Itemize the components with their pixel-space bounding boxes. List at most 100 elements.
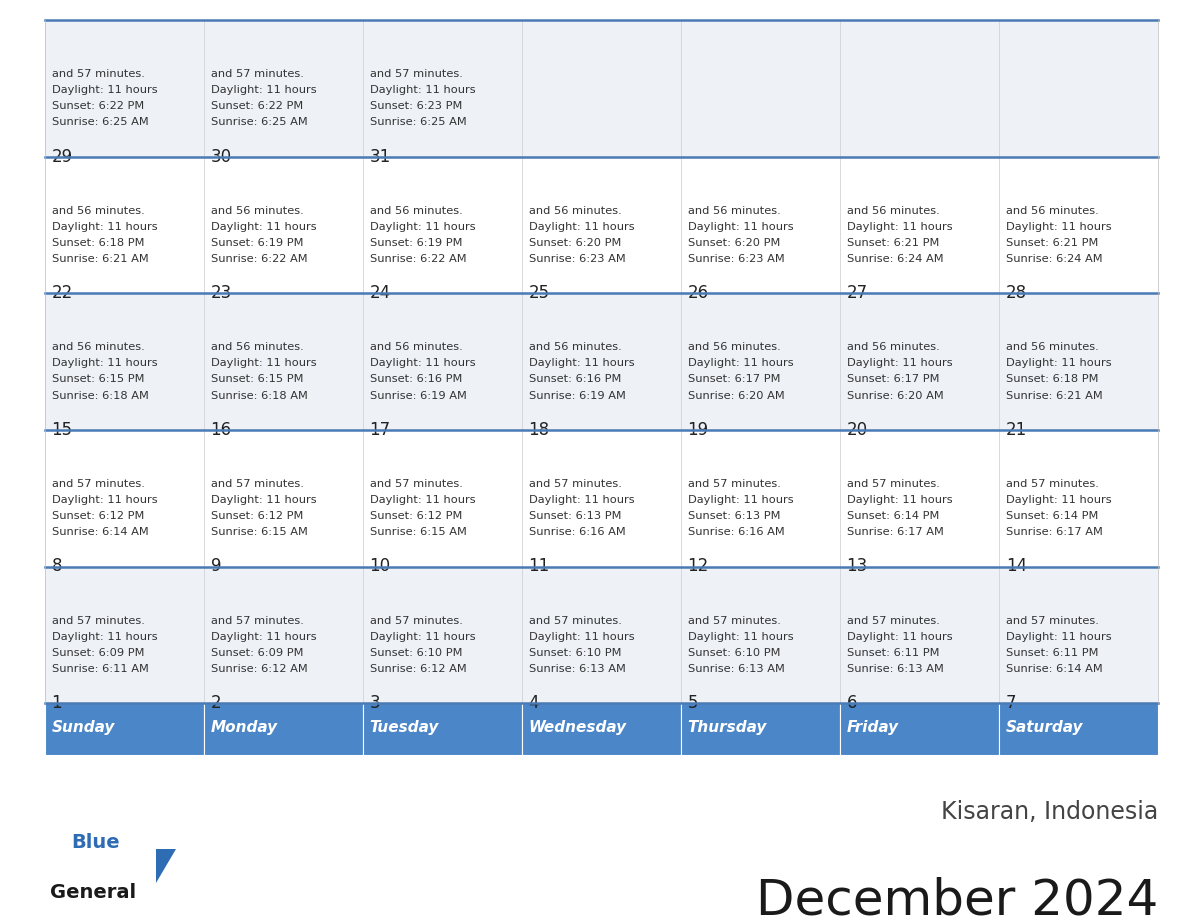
FancyBboxPatch shape bbox=[364, 294, 523, 430]
FancyBboxPatch shape bbox=[681, 157, 840, 294]
Text: and 57 minutes.: and 57 minutes. bbox=[688, 479, 781, 489]
Text: Tuesday: Tuesday bbox=[369, 720, 438, 734]
Text: Daylight: 11 hours: Daylight: 11 hours bbox=[847, 358, 953, 368]
Text: Sunday: Sunday bbox=[51, 720, 115, 734]
Text: Sunset: 6:17 PM: Sunset: 6:17 PM bbox=[847, 375, 940, 385]
Text: 22: 22 bbox=[51, 285, 72, 302]
Text: Sunset: 6:23 PM: Sunset: 6:23 PM bbox=[369, 101, 462, 111]
Text: and 57 minutes.: and 57 minutes. bbox=[369, 69, 462, 79]
Text: Sunset: 6:20 PM: Sunset: 6:20 PM bbox=[529, 238, 621, 248]
Text: Daylight: 11 hours: Daylight: 11 hours bbox=[369, 85, 475, 95]
Text: Daylight: 11 hours: Daylight: 11 hours bbox=[51, 358, 157, 368]
Text: Sunset: 6:09 PM: Sunset: 6:09 PM bbox=[210, 647, 303, 657]
FancyBboxPatch shape bbox=[45, 566, 204, 703]
Text: Sunset: 6:13 PM: Sunset: 6:13 PM bbox=[688, 511, 781, 521]
Text: Sunset: 6:20 PM: Sunset: 6:20 PM bbox=[688, 238, 781, 248]
FancyBboxPatch shape bbox=[681, 703, 840, 755]
Text: Sunrise: 6:13 AM: Sunrise: 6:13 AM bbox=[847, 664, 943, 674]
Text: 3: 3 bbox=[369, 694, 380, 712]
FancyBboxPatch shape bbox=[681, 430, 840, 566]
Text: 1: 1 bbox=[51, 694, 62, 712]
Text: and 57 minutes.: and 57 minutes. bbox=[529, 615, 621, 625]
Text: Sunset: 6:19 PM: Sunset: 6:19 PM bbox=[210, 238, 303, 248]
Text: Sunrise: 6:21 AM: Sunrise: 6:21 AM bbox=[51, 254, 148, 263]
Text: Sunset: 6:19 PM: Sunset: 6:19 PM bbox=[369, 238, 462, 248]
Text: Sunset: 6:14 PM: Sunset: 6:14 PM bbox=[1005, 511, 1098, 521]
Text: and 57 minutes.: and 57 minutes. bbox=[369, 479, 462, 489]
FancyBboxPatch shape bbox=[364, 566, 523, 703]
FancyBboxPatch shape bbox=[204, 20, 364, 157]
Text: and 57 minutes.: and 57 minutes. bbox=[847, 479, 940, 489]
FancyBboxPatch shape bbox=[204, 294, 364, 430]
Text: 29: 29 bbox=[51, 148, 72, 165]
Text: Sunrise: 6:25 AM: Sunrise: 6:25 AM bbox=[51, 118, 148, 128]
FancyBboxPatch shape bbox=[681, 294, 840, 430]
Text: Sunset: 6:16 PM: Sunset: 6:16 PM bbox=[529, 375, 621, 385]
Text: Daylight: 11 hours: Daylight: 11 hours bbox=[688, 222, 794, 231]
Text: Daylight: 11 hours: Daylight: 11 hours bbox=[847, 222, 953, 231]
Text: Sunset: 6:22 PM: Sunset: 6:22 PM bbox=[51, 101, 144, 111]
Text: Sunset: 6:12 PM: Sunset: 6:12 PM bbox=[51, 511, 144, 521]
Text: Sunrise: 6:18 AM: Sunrise: 6:18 AM bbox=[51, 390, 148, 400]
FancyBboxPatch shape bbox=[204, 430, 364, 566]
Text: Sunrise: 6:22 AM: Sunrise: 6:22 AM bbox=[369, 254, 466, 263]
Text: Sunrise: 6:14 AM: Sunrise: 6:14 AM bbox=[51, 527, 148, 537]
Text: Daylight: 11 hours: Daylight: 11 hours bbox=[847, 632, 953, 642]
Text: and 56 minutes.: and 56 minutes. bbox=[51, 342, 144, 353]
Text: December 2024: December 2024 bbox=[756, 877, 1158, 918]
Text: and 57 minutes.: and 57 minutes. bbox=[210, 615, 303, 625]
Text: Sunset: 6:21 PM: Sunset: 6:21 PM bbox=[847, 238, 939, 248]
Text: Daylight: 11 hours: Daylight: 11 hours bbox=[51, 632, 157, 642]
Text: Daylight: 11 hours: Daylight: 11 hours bbox=[847, 495, 953, 505]
Text: Saturday: Saturday bbox=[1005, 720, 1083, 734]
Text: Daylight: 11 hours: Daylight: 11 hours bbox=[688, 632, 794, 642]
Text: and 57 minutes.: and 57 minutes. bbox=[51, 479, 145, 489]
Text: Sunset: 6:11 PM: Sunset: 6:11 PM bbox=[847, 647, 940, 657]
Text: 20: 20 bbox=[847, 420, 867, 439]
Text: Daylight: 11 hours: Daylight: 11 hours bbox=[529, 495, 634, 505]
Text: Daylight: 11 hours: Daylight: 11 hours bbox=[210, 222, 316, 231]
FancyBboxPatch shape bbox=[45, 294, 204, 430]
Text: and 56 minutes.: and 56 minutes. bbox=[369, 206, 462, 216]
Text: Sunrise: 6:14 AM: Sunrise: 6:14 AM bbox=[1005, 664, 1102, 674]
Text: Daylight: 11 hours: Daylight: 11 hours bbox=[529, 222, 634, 231]
Text: and 56 minutes.: and 56 minutes. bbox=[688, 342, 781, 353]
Text: 31: 31 bbox=[369, 148, 391, 165]
Text: Sunrise: 6:18 AM: Sunrise: 6:18 AM bbox=[210, 390, 308, 400]
Text: and 56 minutes.: and 56 minutes. bbox=[688, 206, 781, 216]
Text: Daylight: 11 hours: Daylight: 11 hours bbox=[688, 358, 794, 368]
Text: and 57 minutes.: and 57 minutes. bbox=[210, 69, 303, 79]
Text: Sunrise: 6:19 AM: Sunrise: 6:19 AM bbox=[529, 390, 625, 400]
Text: Daylight: 11 hours: Daylight: 11 hours bbox=[51, 222, 157, 231]
FancyBboxPatch shape bbox=[523, 294, 681, 430]
Text: 9: 9 bbox=[210, 557, 221, 576]
Text: and 57 minutes.: and 57 minutes. bbox=[1005, 615, 1099, 625]
Text: Sunrise: 6:23 AM: Sunrise: 6:23 AM bbox=[688, 254, 784, 263]
Text: Sunrise: 6:13 AM: Sunrise: 6:13 AM bbox=[688, 664, 784, 674]
Text: Sunset: 6:16 PM: Sunset: 6:16 PM bbox=[369, 375, 462, 385]
Text: Sunrise: 6:22 AM: Sunrise: 6:22 AM bbox=[210, 254, 308, 263]
FancyBboxPatch shape bbox=[999, 20, 1158, 157]
Text: Sunrise: 6:15 AM: Sunrise: 6:15 AM bbox=[369, 527, 467, 537]
Text: Daylight: 11 hours: Daylight: 11 hours bbox=[51, 85, 157, 95]
Text: 17: 17 bbox=[369, 420, 391, 439]
Text: 15: 15 bbox=[51, 420, 72, 439]
Text: Sunset: 6:15 PM: Sunset: 6:15 PM bbox=[210, 375, 303, 385]
FancyBboxPatch shape bbox=[364, 20, 523, 157]
Text: 24: 24 bbox=[369, 285, 391, 302]
Text: Daylight: 11 hours: Daylight: 11 hours bbox=[529, 358, 634, 368]
Text: 7: 7 bbox=[1005, 694, 1016, 712]
FancyBboxPatch shape bbox=[364, 430, 523, 566]
Text: and 56 minutes.: and 56 minutes. bbox=[1005, 206, 1099, 216]
FancyBboxPatch shape bbox=[681, 566, 840, 703]
FancyBboxPatch shape bbox=[45, 20, 204, 157]
Text: 14: 14 bbox=[1005, 557, 1026, 576]
Text: Blue: Blue bbox=[71, 833, 120, 852]
Text: and 57 minutes.: and 57 minutes. bbox=[369, 615, 462, 625]
FancyBboxPatch shape bbox=[999, 703, 1158, 755]
Text: 2: 2 bbox=[210, 694, 221, 712]
FancyBboxPatch shape bbox=[523, 157, 681, 294]
Text: Sunrise: 6:23 AM: Sunrise: 6:23 AM bbox=[529, 254, 625, 263]
Text: Sunrise: 6:19 AM: Sunrise: 6:19 AM bbox=[369, 390, 467, 400]
Text: Sunrise: 6:24 AM: Sunrise: 6:24 AM bbox=[1005, 254, 1102, 263]
